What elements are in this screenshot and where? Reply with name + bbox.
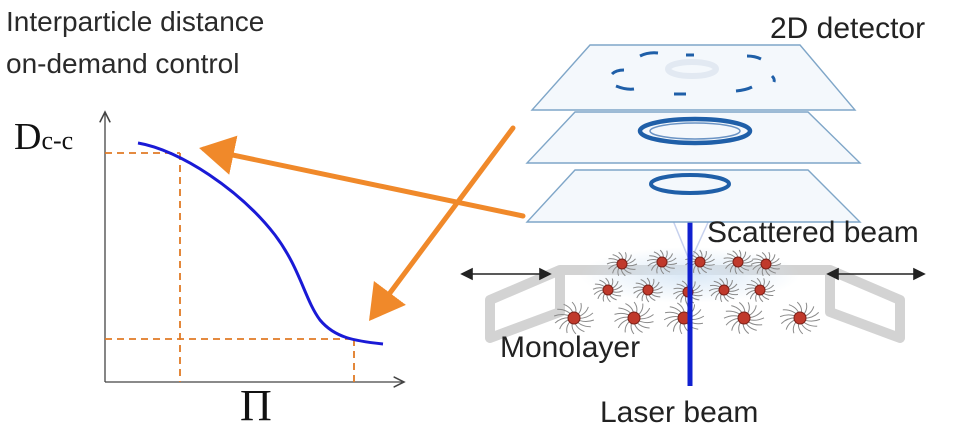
y-axis-main: D (14, 116, 42, 158)
nanoparticle (633, 277, 663, 303)
diffraction-patterns (610, 51, 776, 195)
nanoparticle (722, 249, 754, 275)
detector-plate-middle (525, 111, 862, 164)
nanoparticle (646, 249, 678, 275)
detector-plate-bottom (525, 169, 862, 223)
title-line-1: Interparticle distance (6, 6, 265, 37)
title-line-2: on-demand control (6, 48, 240, 79)
nanoparticle (744, 277, 776, 303)
nanoparticle (685, 249, 715, 275)
detector-plates (525, 44, 862, 223)
nanoparticle (779, 301, 821, 335)
nanoparticle (663, 301, 705, 335)
nanoparticle (592, 277, 624, 303)
laser-beam-label: Laser beam (600, 396, 759, 429)
nanoparticle (723, 302, 765, 334)
monolayer-label: Monolayer (500, 331, 641, 364)
nanoparticle (614, 301, 654, 335)
arrow-to-top (199, 135, 526, 219)
scattered-beam-label: Scattered beam (707, 216, 919, 249)
orange-arrows (199, 125, 526, 322)
distance-curve (137, 141, 384, 346)
y-axis-label: Dc-c (14, 118, 73, 156)
nanoparticle (750, 251, 782, 277)
barrier-arrows (460, 267, 926, 281)
y-axis-subscript: c-c (41, 126, 74, 155)
nanoparticle (606, 251, 638, 277)
nanoparticle (708, 277, 740, 303)
dashed-guides (105, 152, 355, 382)
nanoparticle (553, 301, 595, 335)
x-axis-label: Π (240, 381, 272, 430)
nanoparticles (553, 249, 821, 335)
detector-label: 2D detector (770, 12, 926, 45)
arrow-to-bottom (369, 125, 516, 322)
